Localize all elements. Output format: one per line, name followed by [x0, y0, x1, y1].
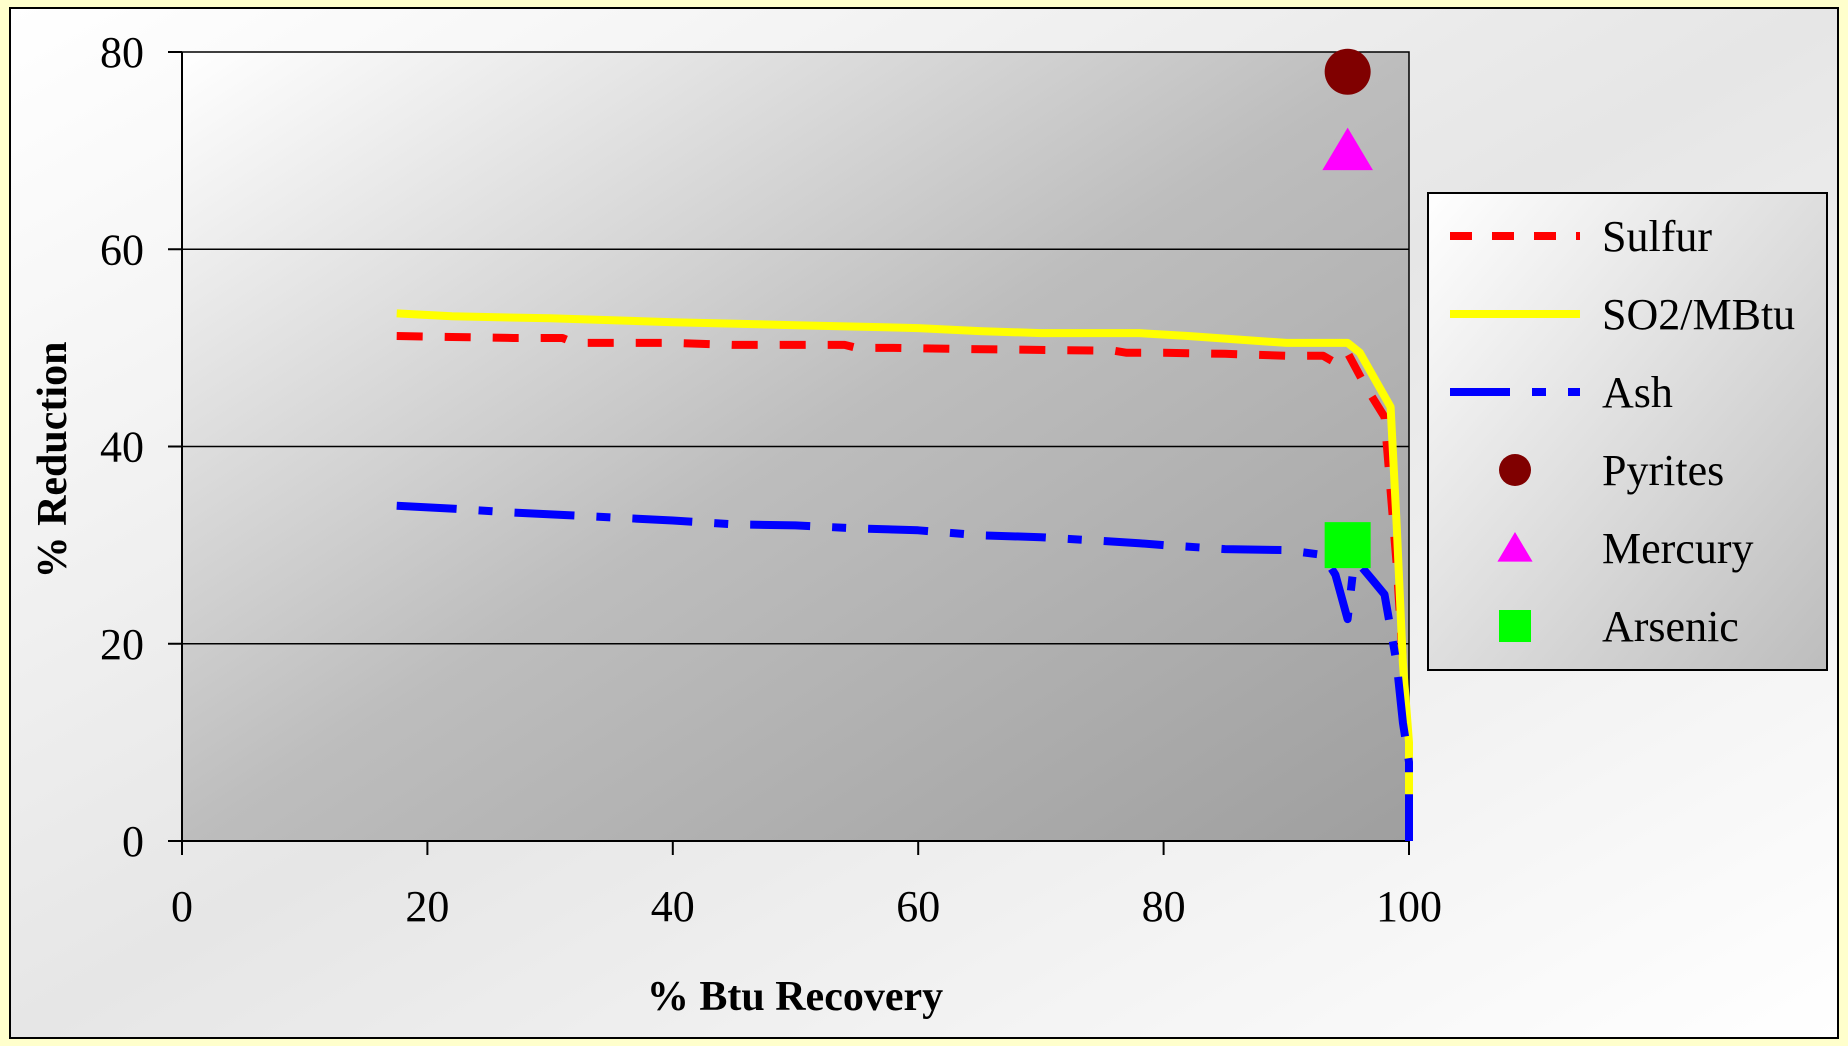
marker-arsenic [1324, 522, 1371, 569]
y-tick-label: 0 [122, 817, 144, 866]
y-tick-label: 80 [100, 28, 144, 77]
legend-label: Ash [1602, 368, 1673, 417]
legend-label: Mercury [1602, 524, 1754, 573]
x-tick-label: 60 [896, 882, 940, 931]
y-tick-label: 60 [100, 225, 144, 274]
series-line-sulfur [396, 332, 1411, 727]
x-tick-label: 100 [1376, 882, 1442, 931]
legend: Sulfur SO2/MBtu Ash Pyrites Mercury Arsenic [1450, 212, 1795, 651]
axis-layer: 0 20 40 60 80 0 20 40 60 80 100 [100, 28, 1442, 931]
legend-label: Arsenic [1602, 602, 1739, 651]
legend-box [1427, 192, 1828, 671]
x-tick-label: 40 [651, 882, 695, 931]
series-line-ash [396, 501, 1413, 841]
x-axis-label: % Btu Recovery [647, 974, 943, 1020]
y-tick-label: 20 [100, 620, 144, 669]
marker-layer [1322, 48, 1373, 569]
legend-swatch [1499, 454, 1531, 486]
series-line-so2-mbtu [396, 309, 1413, 841]
legend-label: Sulfur [1602, 212, 1712, 261]
series-layer [396, 309, 1413, 841]
x-tick-label: 0 [171, 882, 193, 931]
y-axis-label: % Reduction [30, 342, 76, 579]
marker-pyrites [1324, 48, 1371, 95]
x-tick-label: 80 [1142, 882, 1186, 931]
marker-mercury [1322, 127, 1373, 171]
x-tick-label: 20 [405, 882, 449, 931]
y-tick-label: 40 [100, 423, 144, 472]
legend-swatch [1497, 532, 1533, 562]
grid-layer [182, 248, 1409, 645]
legend-swatch [1499, 610, 1531, 642]
legend-label: Pyrites [1602, 446, 1724, 495]
legend-label: SO2/MBtu [1602, 290, 1795, 339]
